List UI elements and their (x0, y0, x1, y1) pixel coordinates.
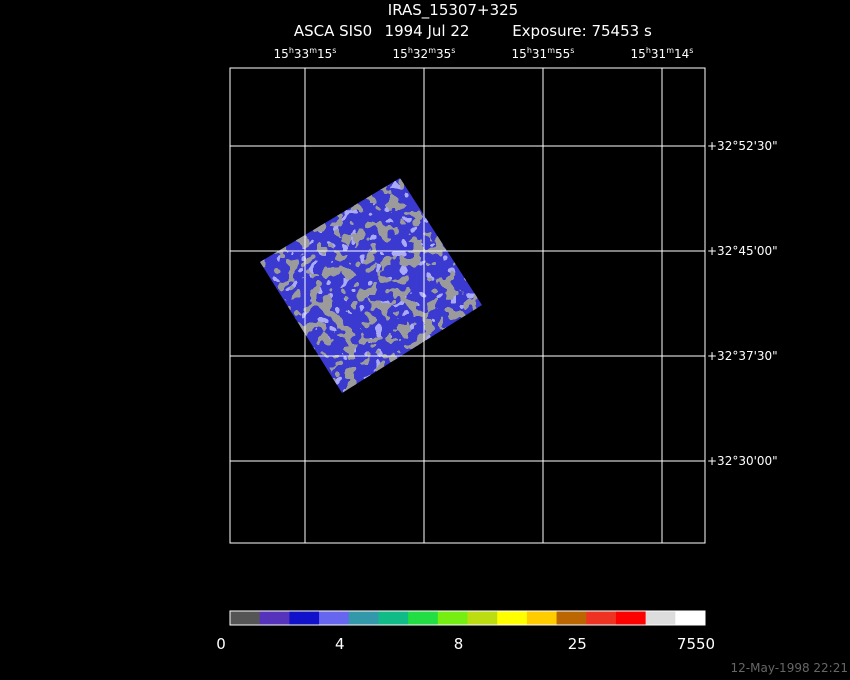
colorbar-swatch (615, 611, 647, 625)
ra-unit: h (289, 46, 294, 55)
ra-unit: m (666, 46, 674, 55)
field-texture (260, 178, 482, 393)
colorbar-swatch (259, 611, 290, 625)
ra-unit: h (408, 46, 413, 55)
ra-unit: h (527, 46, 532, 55)
ra-label: 15h33m15s (274, 46, 337, 61)
colorbar-label: 0 (216, 635, 226, 653)
ra-unit: m (547, 46, 555, 55)
colorbar-swatch (289, 611, 320, 625)
ra-value: 32 (413, 47, 428, 61)
ra-value: 33 (294, 47, 309, 61)
colorbar-swatch (408, 611, 439, 625)
ra-label: 15h31m14s (631, 46, 694, 61)
ra-unit: m (428, 46, 436, 55)
colorbar-swatch (467, 611, 498, 625)
ra-label: 15h31m55s (512, 46, 575, 61)
exposure: Exposure: 75453 s (512, 22, 652, 40)
colorbar-swatch (645, 611, 676, 625)
ra-unit: h (646, 46, 651, 55)
ra-value: 15 (512, 47, 527, 61)
colorbar-label: 4 (335, 635, 345, 653)
coordinate-grid (229, 67, 706, 544)
colorbar-label: 8 (454, 635, 464, 653)
ra-value: 55 (555, 47, 570, 61)
ra-value: 31 (651, 47, 666, 61)
frame (229, 67, 706, 544)
ra-unit: s (570, 46, 574, 55)
colorbar-swatch (348, 611, 379, 625)
colorbar-swatch (526, 611, 558, 625)
colorbar-swatch (378, 611, 409, 625)
colorbar-label: 7550 (677, 635, 715, 653)
ra-value: 15 (317, 47, 332, 61)
ra-value: 14 (674, 47, 689, 61)
colorbar-swatch (586, 611, 617, 625)
image (260, 178, 482, 393)
colorbar-swatch (437, 611, 468, 625)
colorbar-frame (229, 610, 706, 626)
dec-label: +32°45'00" (707, 244, 778, 258)
ra-unit: m (309, 46, 317, 55)
ra-value: 15 (393, 47, 408, 61)
colorbar-swatch (230, 611, 261, 625)
ra-value: 31 (532, 47, 547, 61)
ra-unit: s (332, 46, 336, 55)
ra-label: 15h32m35s (393, 46, 456, 61)
dec-label: +32°52'30" (707, 139, 778, 153)
instrument: ASCA SIS0 (294, 22, 372, 40)
dec-label: +32°37'30" (707, 349, 778, 363)
date: 1994 Jul 22 (385, 22, 470, 40)
colorbar-swatch (497, 611, 528, 625)
colorbar-swatch (319, 611, 350, 625)
colorbar-swatch (675, 611, 706, 625)
colorbar: 0 4 8 25 7550 (216, 610, 715, 653)
ra-unit: s (689, 46, 693, 55)
colorbar-label: 25 (568, 635, 587, 653)
colorbar-swatch (556, 611, 587, 625)
dec-label: +32°30'00" (707, 454, 778, 468)
ra-value: 15 (274, 47, 289, 61)
ra-value: 35 (436, 47, 451, 61)
ra-unit: s (451, 46, 455, 55)
title: IRAS_15307+325 (388, 1, 518, 20)
timestamp: 12-May-1998 22:21 (731, 661, 848, 675)
ra-value: 15 (631, 47, 646, 61)
